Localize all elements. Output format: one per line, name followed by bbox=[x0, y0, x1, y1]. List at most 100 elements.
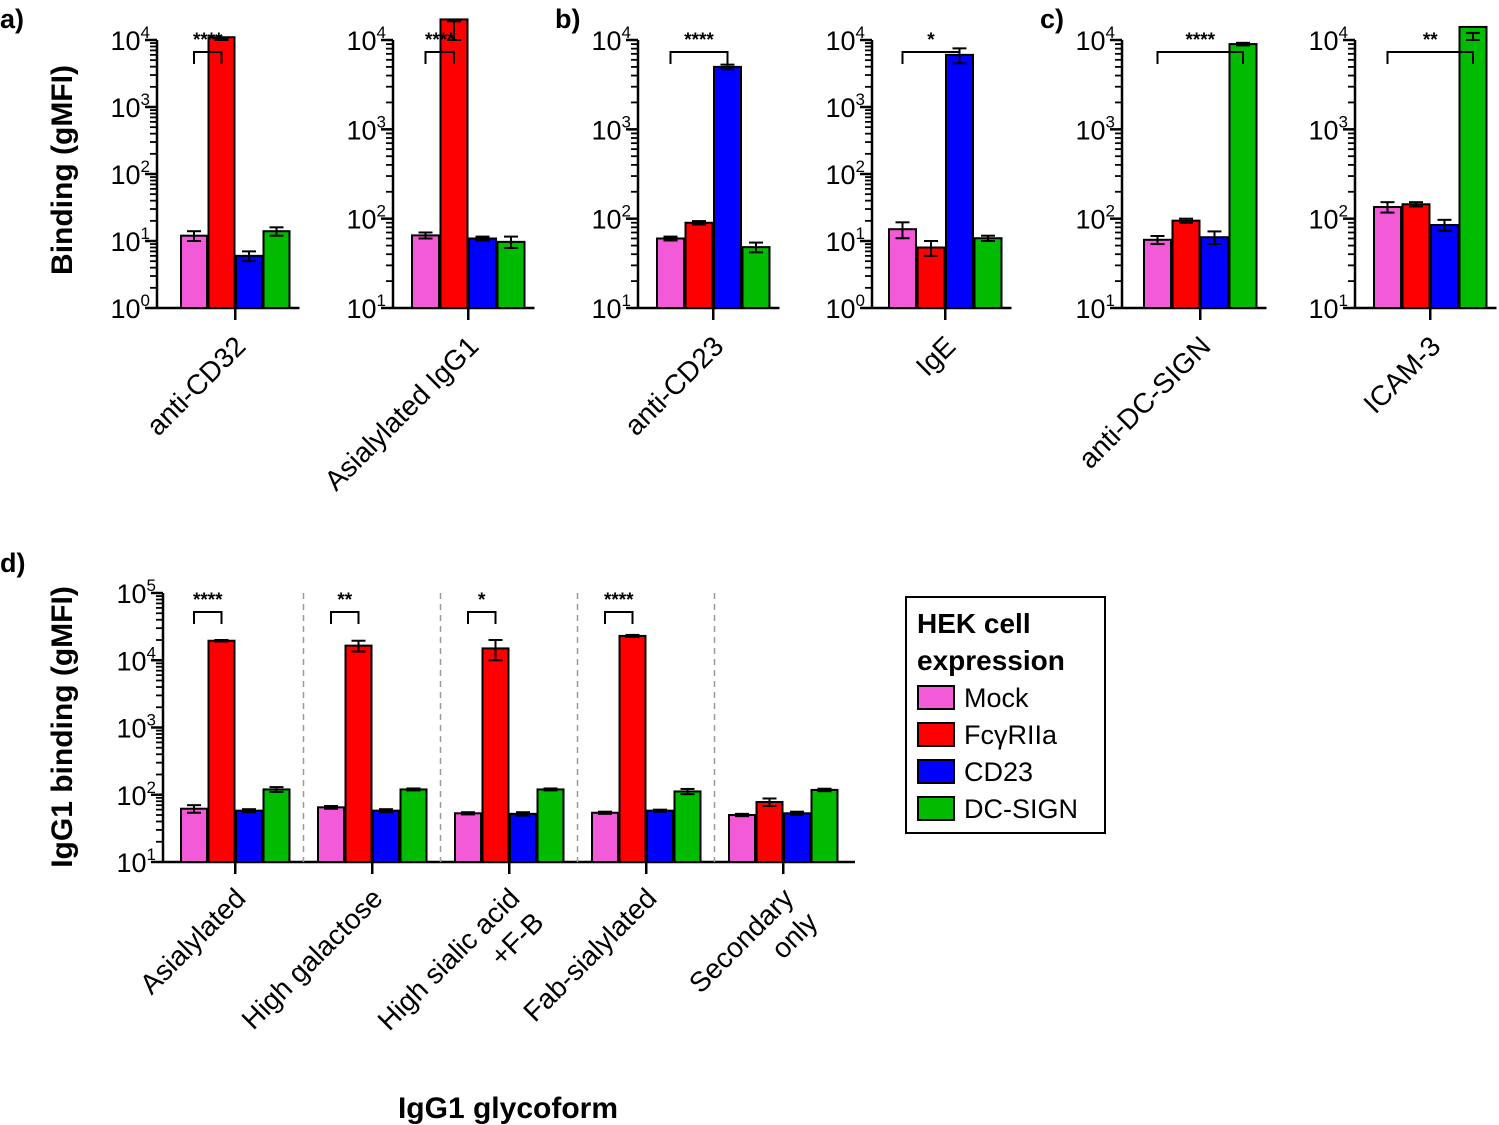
y-tick-label: 102 bbox=[346, 202, 386, 235]
bar-cd23 bbox=[713, 65, 742, 309]
bar-cd23 bbox=[646, 809, 674, 864]
y-tick-label: 104 bbox=[591, 23, 631, 56]
bar-fc-riia bbox=[481, 647, 510, 863]
bar-fc-riia bbox=[618, 634, 647, 864]
y-tick-label: 103 bbox=[346, 112, 386, 145]
category-label: ICAM-3 bbox=[1357, 330, 1446, 419]
bar-dc-sign bbox=[262, 230, 291, 310]
y-tick-label: 104 bbox=[1075, 23, 1115, 56]
legend-title: HEK cell bbox=[917, 608, 1031, 639]
panel-letter: d) bbox=[0, 548, 25, 578]
bar-cd23 bbox=[509, 812, 537, 863]
bar-fc-riia bbox=[207, 36, 236, 310]
y-tick-label: 102 bbox=[591, 202, 631, 235]
category-label: anti-DC-SIGN bbox=[1072, 330, 1216, 474]
significance-label: **** bbox=[193, 30, 223, 51]
y-axis-title: IgG1 binding (gMFI) bbox=[46, 586, 79, 868]
significance-bracket bbox=[901, 51, 961, 64]
category-label: High galactose bbox=[236, 882, 389, 1035]
y-tick-label: 104 bbox=[116, 643, 156, 676]
y-tick-label: 102 bbox=[116, 778, 156, 811]
significance-bracket bbox=[467, 611, 497, 624]
bar-fc-riia bbox=[344, 644, 373, 863]
bar-dc-sign bbox=[741, 246, 771, 310]
y-tick-label: 105 bbox=[116, 576, 156, 609]
bar-mock bbox=[411, 234, 440, 310]
bar-fc-riia bbox=[1401, 203, 1431, 310]
bar-mock bbox=[728, 813, 756, 863]
significance-bracket bbox=[424, 51, 455, 64]
significance-label: ** bbox=[337, 590, 352, 611]
legend-box bbox=[905, 596, 1106, 834]
bar-cd23 bbox=[1200, 236, 1229, 309]
y-tick-label: 101 bbox=[1075, 291, 1115, 324]
bar-cd23 bbox=[1430, 223, 1459, 309]
significance-label: **** bbox=[1185, 30, 1215, 51]
category-label: High sialic acid+F-B bbox=[372, 882, 550, 1060]
bar-mock bbox=[591, 811, 619, 863]
bar-fc-riia bbox=[439, 18, 469, 309]
category-label: Fab-sialylated bbox=[517, 882, 662, 1027]
y-tick-label: 101 bbox=[1308, 291, 1348, 324]
category-label: Asialylated IgG1 bbox=[318, 330, 484, 496]
y-tick-label: 101 bbox=[110, 224, 150, 257]
bar-fc-riia bbox=[916, 246, 946, 309]
y-tick-label: 104 bbox=[825, 23, 865, 56]
bar-fc-riia bbox=[207, 639, 236, 863]
y-tick-label: 100 bbox=[110, 291, 150, 324]
bar-mock bbox=[454, 812, 482, 863]
bar-cd23 bbox=[783, 812, 811, 863]
y-tick-label: 103 bbox=[110, 90, 150, 123]
significance-label: **** bbox=[193, 590, 223, 611]
bar-cd23 bbox=[945, 53, 974, 310]
significance-label: * bbox=[927, 30, 935, 51]
significance-label: ** bbox=[1423, 30, 1438, 51]
bar-dc-sign bbox=[1228, 43, 1258, 309]
bar-mock bbox=[180, 807, 208, 864]
bar-dc-sign bbox=[673, 790, 702, 863]
category-label: Asialylated bbox=[134, 882, 252, 1000]
legend-entry-label: FcγRIIa bbox=[964, 720, 1058, 750]
legend-entry-label: CD23 bbox=[964, 757, 1033, 787]
panel-letter: b) bbox=[555, 4, 580, 34]
y-tick-label: 103 bbox=[825, 90, 865, 123]
y-axis-title: Binding (gMFI) bbox=[46, 65, 79, 275]
bar-cd23 bbox=[235, 254, 263, 309]
y-tick-label: 102 bbox=[1308, 202, 1348, 235]
bar-fc-riia bbox=[755, 801, 784, 864]
y-tick-label: 102 bbox=[1075, 202, 1115, 235]
y-tick-label: 104 bbox=[346, 23, 386, 56]
legend-entry-label: DC-SIGN bbox=[964, 794, 1078, 824]
bar-dc-sign bbox=[496, 240, 526, 309]
panel-letter: c) bbox=[1040, 4, 1064, 34]
significance-bracket bbox=[1156, 51, 1244, 64]
legend-entry-label: Mock bbox=[964, 683, 1029, 713]
bar-dc-sign bbox=[399, 788, 428, 863]
significance-bracket bbox=[1386, 51, 1474, 64]
significance-label: **** bbox=[604, 590, 634, 611]
bar-mock bbox=[656, 237, 685, 309]
legend-swatch bbox=[917, 759, 955, 784]
bar-mock bbox=[317, 806, 345, 864]
significance-bracket bbox=[193, 611, 223, 624]
y-tick-label: 101 bbox=[346, 291, 386, 324]
significance-label: * bbox=[478, 590, 486, 611]
y-tick-label: 103 bbox=[1075, 112, 1115, 145]
y-tick-label: 101 bbox=[591, 291, 631, 324]
significance-bracket bbox=[669, 51, 729, 64]
legend-swatch bbox=[917, 722, 955, 747]
bar-fc-riia bbox=[1171, 219, 1201, 309]
y-tick-label: 102 bbox=[110, 157, 150, 190]
bar-dc-sign bbox=[536, 788, 565, 863]
bar-dc-sign bbox=[810, 788, 839, 864]
legend-swatch bbox=[917, 685, 955, 710]
significance-bracket bbox=[330, 611, 360, 624]
bar-dc-sign bbox=[262, 788, 291, 863]
y-tick-label: 103 bbox=[116, 711, 156, 744]
y-tick-label: 104 bbox=[1308, 23, 1348, 56]
category-label: anti-CD23 bbox=[618, 330, 729, 441]
legend-swatch bbox=[917, 796, 955, 821]
bar-dc-sign bbox=[1458, 25, 1488, 310]
bar-fc-riia bbox=[684, 221, 714, 309]
